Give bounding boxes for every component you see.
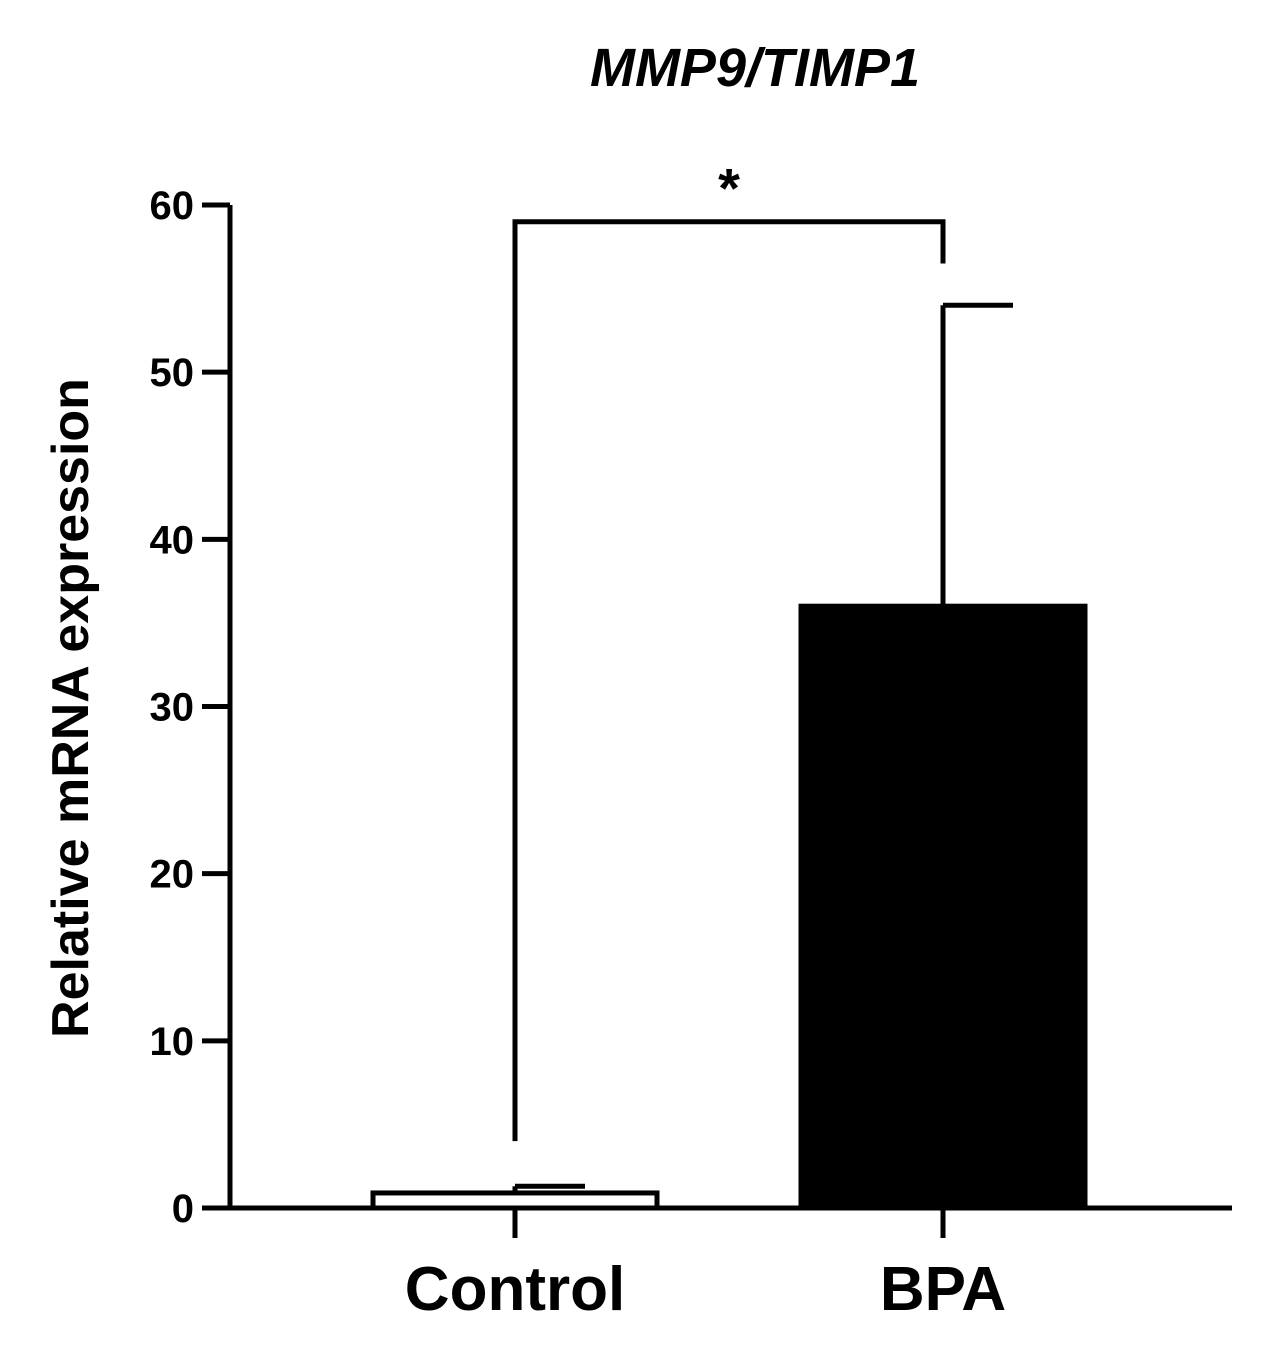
x-tick-label-bpa: BPA — [880, 1255, 1006, 1324]
chart-title: MMP9/TIMP1 — [590, 38, 920, 98]
y-tick-label: 20 — [150, 853, 195, 897]
y-tick-label: 50 — [150, 351, 195, 395]
y-tick-label: 10 — [150, 1020, 195, 1064]
significance-label: * — [718, 157, 740, 220]
y-tick-label: 40 — [150, 518, 195, 562]
bar-bpa — [798, 603, 1088, 1211]
plot-area: 0 10 20 30 40 50 60 Control BPA * — [150, 157, 1232, 1324]
y-tick-label: 60 — [150, 184, 195, 228]
significance-bracket — [512, 219, 946, 1142]
y-tick-label: 0 — [172, 1187, 194, 1231]
x-tick-label-control: Control — [405, 1255, 625, 1324]
y-tick-label: 30 — [150, 686, 195, 730]
y-axis-title: Relative mRNA expression — [42, 378, 100, 1038]
